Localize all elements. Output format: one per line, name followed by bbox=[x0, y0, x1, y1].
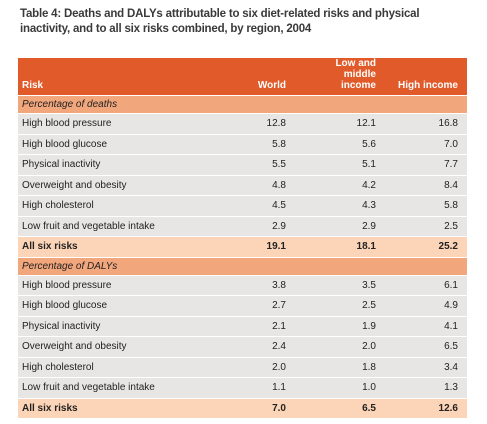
section-label: Percentage of deaths bbox=[18, 95, 467, 114]
value-cell: 1.8 bbox=[290, 357, 380, 378]
value-cell: 2.5 bbox=[290, 295, 380, 317]
risk-cell: Low fruit and vegetable intake bbox=[18, 216, 218, 237]
data-row: High cholesterol 4.5 4.3 5.8 bbox=[18, 195, 467, 217]
value-cell: 2.1 bbox=[218, 316, 290, 337]
value-cell: 6.5 bbox=[290, 398, 380, 419]
risk-cell: Overweight and obesity bbox=[18, 175, 218, 196]
value-cell: 5.5 bbox=[218, 154, 290, 176]
value-cell: 3.4 bbox=[380, 357, 467, 378]
value-cell: 7.7 bbox=[380, 154, 467, 176]
value-cell: 12.6 bbox=[380, 398, 467, 419]
risk-cell: Overweight and obesity bbox=[18, 336, 218, 358]
value-cell: 1.1 bbox=[218, 377, 290, 399]
value-cell: 4.5 bbox=[218, 195, 290, 217]
value-cell: 19.1 bbox=[218, 236, 290, 258]
value-cell: 2.4 bbox=[218, 336, 290, 358]
risk-cell: Low fruit and vegetable intake bbox=[18, 377, 218, 399]
value-cell: 2.5 bbox=[380, 216, 467, 237]
value-cell: 12.8 bbox=[218, 113, 290, 135]
header-cell: Risk bbox=[18, 58, 218, 96]
value-cell: 4.8 bbox=[218, 175, 290, 196]
section-row: Percentage of DALYs bbox=[18, 257, 467, 276]
value-cell: 16.8 bbox=[380, 113, 467, 135]
risk-cell: High cholesterol bbox=[18, 357, 218, 378]
value-cell: 8.4 bbox=[380, 175, 467, 196]
value-cell: 5.1 bbox=[290, 154, 380, 176]
value-cell: 4.9 bbox=[380, 295, 467, 317]
value-cell: 2.9 bbox=[290, 216, 380, 237]
value-cell: 1.3 bbox=[380, 377, 467, 399]
risk-cell: High cholesterol bbox=[18, 195, 218, 217]
data-row: Low fruit and vegetable intake 1.1 1.0 1.3 bbox=[18, 377, 467, 399]
value-cell: 1.0 bbox=[290, 377, 380, 399]
value-cell: 4.3 bbox=[290, 195, 380, 217]
value-cell: 5.8 bbox=[380, 195, 467, 217]
value-cell: 1.9 bbox=[290, 316, 380, 337]
header-cell: Low and middle income bbox=[290, 58, 380, 96]
risk-cell: All six risks bbox=[18, 398, 218, 419]
data-row: High blood glucose 5.8 5.6 7.0 bbox=[18, 134, 467, 155]
value-cell: 25.2 bbox=[380, 236, 467, 258]
data-row: High blood pressure 3.8 3.5 6.1 bbox=[18, 275, 467, 296]
data-row: Physical inactivity 2.1 1.9 4.1 bbox=[18, 316, 467, 337]
header-cell: World bbox=[218, 58, 290, 96]
total-row: All six risks 7.0 6.5 12.6 bbox=[18, 398, 467, 419]
risk-cell: High blood pressure bbox=[18, 275, 218, 296]
value-cell: 6.5 bbox=[380, 336, 467, 358]
data-row: High blood pressure 12.8 12.1 16.8 bbox=[18, 113, 467, 135]
value-cell: 7.0 bbox=[380, 134, 467, 155]
value-cell: 3.8 bbox=[218, 275, 290, 296]
value-cell: 4.2 bbox=[290, 175, 380, 196]
value-cell: 4.1 bbox=[380, 316, 467, 337]
value-cell: 6.1 bbox=[380, 275, 467, 296]
header-cell: High income bbox=[380, 58, 467, 96]
table-title: Table 4: Deaths and DALYs attributable t… bbox=[20, 8, 420, 35]
value-cell: 2.7 bbox=[218, 295, 290, 317]
section-label: Percentage of DALYs bbox=[18, 257, 467, 276]
section-row: Percentage of deaths bbox=[18, 95, 467, 114]
data-table: Risk World Low and middle income High in… bbox=[18, 58, 467, 419]
total-row: All six risks 19.1 18.1 25.2 bbox=[18, 236, 467, 258]
risk-cell: High blood pressure bbox=[18, 113, 218, 135]
value-cell: 18.1 bbox=[290, 236, 380, 258]
value-cell: 5.8 bbox=[218, 134, 290, 155]
value-cell: 7.0 bbox=[218, 398, 290, 419]
risk-cell: High blood glucose bbox=[18, 134, 218, 155]
risk-cell: High blood glucose bbox=[18, 295, 218, 317]
value-cell: 12.1 bbox=[290, 113, 380, 135]
risk-cell: Physical inactivity bbox=[18, 154, 218, 176]
risk-cell: All six risks bbox=[18, 236, 218, 258]
data-row: Physical inactivity 5.5 5.1 7.7 bbox=[18, 154, 467, 176]
value-cell: 2.0 bbox=[290, 336, 380, 358]
value-cell: 2.9 bbox=[218, 216, 290, 237]
value-cell: 3.5 bbox=[290, 275, 380, 296]
risk-cell: Physical inactivity bbox=[18, 316, 218, 337]
value-cell: 5.6 bbox=[290, 134, 380, 155]
data-row: Overweight and obesity 4.8 4.2 8.4 bbox=[18, 175, 467, 196]
value-cell: 2.0 bbox=[218, 357, 290, 378]
data-row: High cholesterol 2.0 1.8 3.4 bbox=[18, 357, 467, 378]
data-row: Overweight and obesity 2.4 2.0 6.5 bbox=[18, 336, 467, 358]
data-row: High blood glucose 2.7 2.5 4.9 bbox=[18, 295, 467, 317]
header-row: Risk World Low and middle income High in… bbox=[18, 58, 467, 96]
data-row: Low fruit and vegetable intake 2.9 2.9 2.5 bbox=[18, 216, 467, 237]
